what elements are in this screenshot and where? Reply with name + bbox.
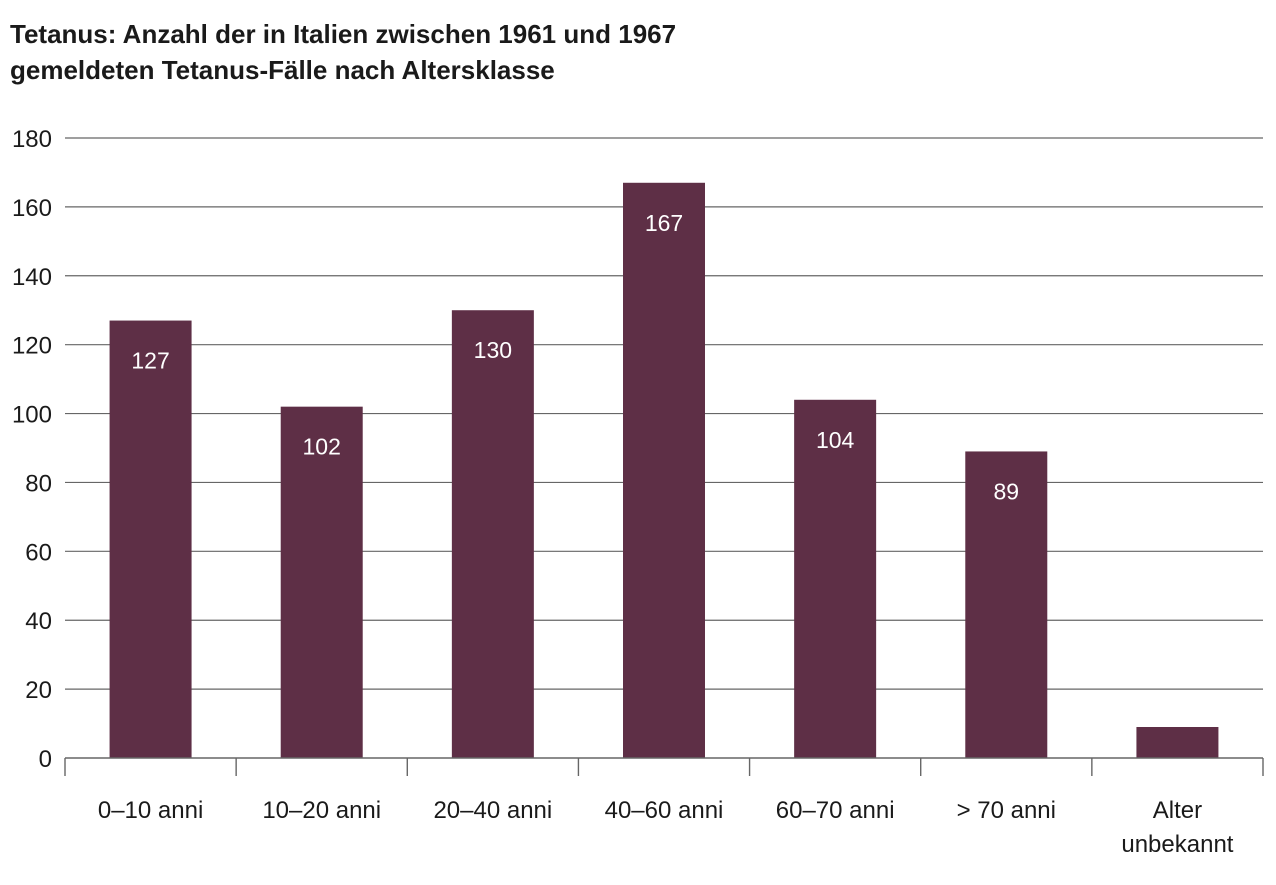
y-tick-label: 80 [25, 470, 52, 497]
y-tick-label: 180 [12, 126, 52, 153]
chart-title-line-2: gemeldeten Tetanus-Fälle nach Altersklas… [10, 55, 555, 85]
bar [1136, 727, 1219, 758]
category-label: 10–20 anni [262, 797, 381, 824]
y-tick-label: 100 [12, 402, 52, 429]
category-label: 60–70 anni [776, 797, 895, 824]
data-label: 127 [131, 348, 169, 374]
category-label: 20–40 anni [433, 797, 552, 824]
category-label: 0–10 anni [98, 797, 203, 824]
data-label: 102 [303, 434, 341, 460]
category-labels: 0–10 anni 10–20 anni 20–40 anni 40–60 anni 6… [98, 797, 1234, 858]
y-tick-label: 120 [12, 333, 52, 360]
category-label: 40–60 anni [605, 797, 724, 824]
chart-title: Tetanus: Anzahl der in Italien zwischen … [10, 16, 676, 88]
bar [623, 182, 705, 758]
bars [109, 182, 1219, 758]
data-label: 9 [1171, 754, 1184, 780]
chart-title-line-1: Tetanus: Anzahl der in Italien zwischen … [10, 19, 677, 49]
data-label: 104 [816, 427, 855, 453]
y-tick-label: 40 [25, 608, 52, 635]
y-tick-label: 0 [39, 746, 52, 773]
category-label: unbekannt [1121, 831, 1233, 858]
y-tick-label: 140 [12, 264, 52, 291]
bar [109, 320, 192, 758]
category-label: Alter [1153, 797, 1202, 824]
y-tick-label: 20 [25, 677, 52, 704]
data-label: 167 [645, 210, 683, 236]
bar [451, 310, 534, 758]
data-label: 130 [474, 337, 512, 363]
y-tick-label: 160 [12, 195, 52, 222]
data-labels: 127 102 130 167 104 89 9 [131, 210, 1183, 780]
bar [794, 399, 877, 758]
category-label: > 70 anni [957, 797, 1056, 824]
data-label: 89 [993, 478, 1019, 504]
bar [965, 451, 1048, 758]
y-tick-label: 60 [25, 539, 52, 566]
x-axis [64, 757, 1264, 776]
y-axis-ticks: 0 20 40 60 80 100 120 140 160 180 [12, 126, 52, 773]
bar [280, 406, 363, 758]
